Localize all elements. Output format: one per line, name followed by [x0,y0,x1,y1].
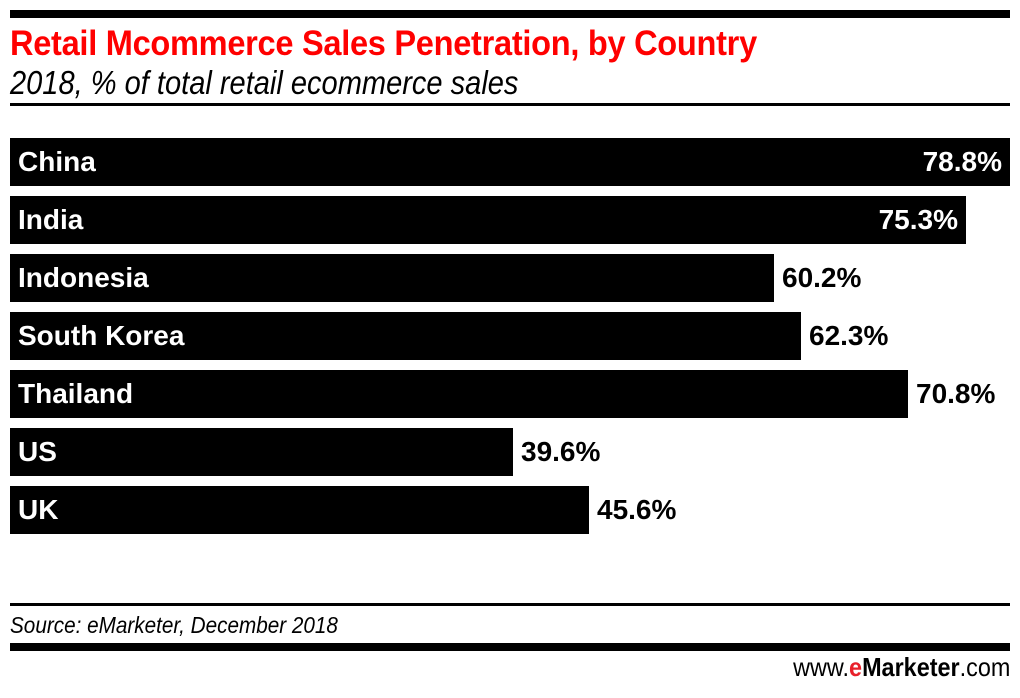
bar-row: UK 45.6% [10,486,1010,534]
bar [10,138,1010,186]
bar-value-label: 60.2% [782,262,862,293]
bar [10,486,589,534]
bar [10,254,774,302]
bar-row: South Korea 62.3% [10,312,1010,360]
bar-row: Indonesia 60.2% [10,254,1010,302]
bar [10,312,801,360]
bar-category-label: South Korea [18,320,185,351]
bar-row: India 75.3% [10,196,1010,244]
brand-logo: www.eMarketer.com [793,652,1010,683]
bar-value-label: 75.3% [878,204,958,235]
bar [10,370,908,418]
bar-value-label: 70.8% [916,378,996,409]
bar-value-label: 78.8% [922,146,1002,177]
brand-name: Marketer [861,652,960,682]
bar-row: China 78.8% [10,138,1010,186]
bottom-rule [10,643,1010,651]
chart-subtitle: 2018, % of total retail ecommerce sales [10,64,519,101]
brand-prefix: www. [792,652,849,682]
header-divider [10,103,1010,106]
brand-suffix: .com [959,652,1010,682]
bar-category-label: Thailand [18,378,134,409]
bar [10,428,513,476]
bar-row: Thailand 70.8% [10,370,1010,418]
bar-category-label: Indonesia [18,262,149,293]
bar-value-label: 39.6% [521,436,601,467]
footer-divider [10,603,1010,606]
brand-e: e [848,652,862,682]
bar-category-label: China [18,146,96,177]
chart-title: Retail Mcommerce Sales Penetration, by C… [10,24,757,63]
top-rule [10,10,1010,18]
bar-category-label: US [18,436,57,467]
bar-chart: China 78.8% India 75.3% Indonesia 60.2% South … [10,138,1010,544]
bar-row: US 39.6% [10,428,1010,476]
bar-value-label: 62.3% [809,320,889,351]
source-note: Source: eMarketer, December 2018 [10,612,338,638]
bar-value-label: 45.6% [597,494,677,525]
bar-category-label: India [18,204,84,235]
bar-category-label: UK [18,494,59,525]
bar [10,196,966,244]
